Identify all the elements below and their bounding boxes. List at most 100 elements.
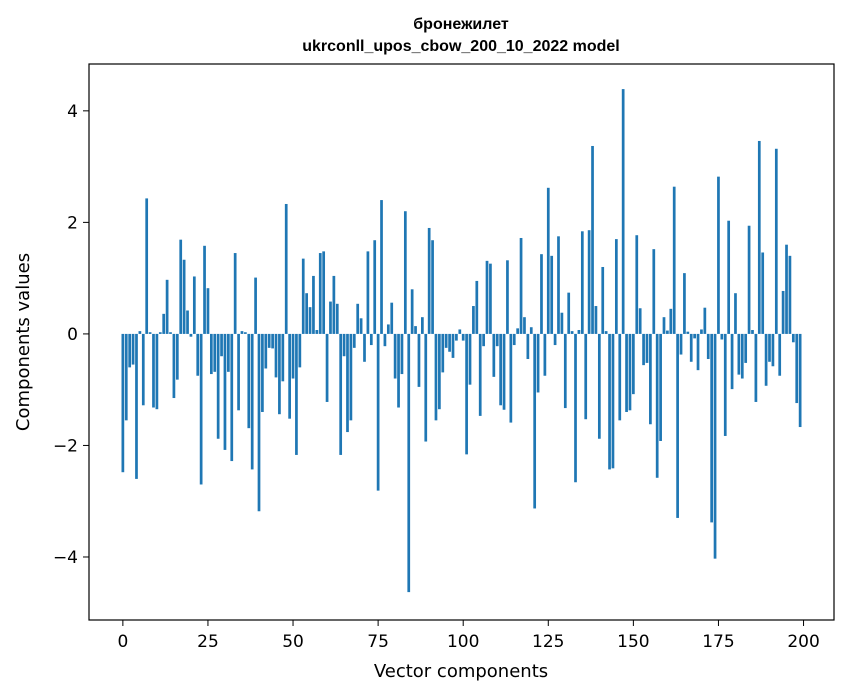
- bar-174: [713, 333, 717, 559]
- bar-100: [461, 333, 465, 341]
- bar-103: [472, 306, 475, 334]
- bar-80: [393, 333, 397, 379]
- bar-180: [734, 293, 737, 334]
- bar-20: [189, 333, 193, 337]
- bar-74: [373, 240, 377, 334]
- bar-162: [672, 186, 676, 334]
- bar-128: [557, 236, 560, 334]
- bar-196: [788, 255, 792, 334]
- bar-140: [597, 333, 601, 439]
- bar-137: [587, 230, 591, 334]
- bar-133: [574, 333, 577, 483]
- bar-118: [523, 317, 526, 334]
- bar-113: [506, 260, 509, 334]
- bar-34: [237, 333, 240, 411]
- bar-19: [186, 310, 189, 334]
- y-tick-label: 4: [67, 102, 78, 122]
- bar-102: [468, 333, 472, 385]
- bar-129: [560, 312, 564, 334]
- bar-99: [458, 329, 462, 334]
- bar-171: [703, 307, 707, 334]
- bar-83: [403, 211, 407, 334]
- bar-33: [233, 253, 237, 334]
- x-tick-label: 150: [617, 632, 649, 652]
- bar-176: [720, 333, 724, 340]
- bar-91: [431, 240, 434, 334]
- bar-157: [655, 333, 659, 478]
- bar-21: [192, 276, 196, 334]
- bar-24: [203, 245, 206, 334]
- bar-46: [278, 333, 281, 415]
- bar-70: [359, 318, 363, 334]
- bar-17: [179, 239, 183, 334]
- bar-155: [649, 333, 652, 425]
- bar-73: [369, 333, 373, 346]
- bar-178: [727, 220, 731, 334]
- bar-94: [441, 333, 445, 373]
- bar-168: [693, 333, 696, 339]
- bar-27: [213, 333, 217, 372]
- bar-144: [611, 333, 615, 469]
- bar-79: [390, 302, 394, 334]
- bar-5: [138, 331, 142, 334]
- bar-93: [438, 333, 441, 410]
- bar-183: [744, 333, 748, 363]
- bar-186: [754, 333, 758, 402]
- bar-169: [696, 333, 700, 371]
- bar-50: [291, 333, 295, 379]
- bar-149: [628, 333, 632, 411]
- bar-181: [737, 333, 741, 375]
- bar-25: [206, 288, 210, 334]
- bar-141: [601, 266, 605, 334]
- x-axis-ticks: 0 25 50 75 100 125 150 175 200: [117, 620, 820, 652]
- bar-66: [346, 333, 349, 433]
- bar-78: [386, 324, 390, 334]
- bar-161: [669, 308, 673, 334]
- bar-26: [209, 333, 213, 375]
- bar-150: [632, 333, 635, 395]
- x-tick-label: 75: [367, 632, 389, 652]
- bar-165: [683, 273, 686, 334]
- x-tick-label: 175: [702, 632, 734, 652]
- bar-195: [785, 244, 788, 334]
- bar-115: [512, 333, 516, 346]
- bar-16: [175, 333, 179, 380]
- bar-85: [410, 289, 414, 334]
- bar-98: [455, 333, 458, 341]
- y-tick-label: −2: [53, 436, 78, 456]
- bar-188: [761, 252, 765, 334]
- bar-117: [519, 237, 523, 334]
- y-axis-label: Components values: [13, 253, 34, 431]
- x-tick-label: 50: [282, 632, 304, 652]
- bar-48: [284, 203, 288, 334]
- bar-142: [604, 331, 608, 334]
- bar-106: [482, 333, 485, 347]
- y-tick-label: −4: [53, 548, 78, 568]
- bar-67: [349, 333, 353, 421]
- bar-153: [642, 333, 645, 366]
- bar-173: [710, 333, 714, 523]
- bar-159: [662, 317, 666, 334]
- bar-96: [448, 333, 451, 352]
- bar-110: [495, 333, 499, 347]
- bar-15: [172, 333, 176, 399]
- bar-108: [489, 263, 492, 334]
- bar-7: [145, 198, 149, 334]
- bar-60: [325, 333, 329, 402]
- bar-58: [318, 253, 322, 334]
- bar-191: [771, 333, 775, 367]
- y-axis-ticks: −4 −2 0 2 4: [53, 102, 89, 568]
- bar-109: [492, 333, 496, 377]
- bar-37: [247, 333, 251, 429]
- bar-148: [625, 333, 628, 412]
- bar-53: [301, 258, 305, 334]
- bar-90: [427, 227, 431, 334]
- bar-187: [757, 140, 761, 334]
- bar-54: [305, 293, 308, 334]
- x-tick-label: 25: [197, 632, 219, 652]
- bar-8: [148, 332, 152, 334]
- bar-184: [747, 225, 751, 334]
- bar-167: [689, 333, 693, 362]
- bar-125: [546, 187, 550, 334]
